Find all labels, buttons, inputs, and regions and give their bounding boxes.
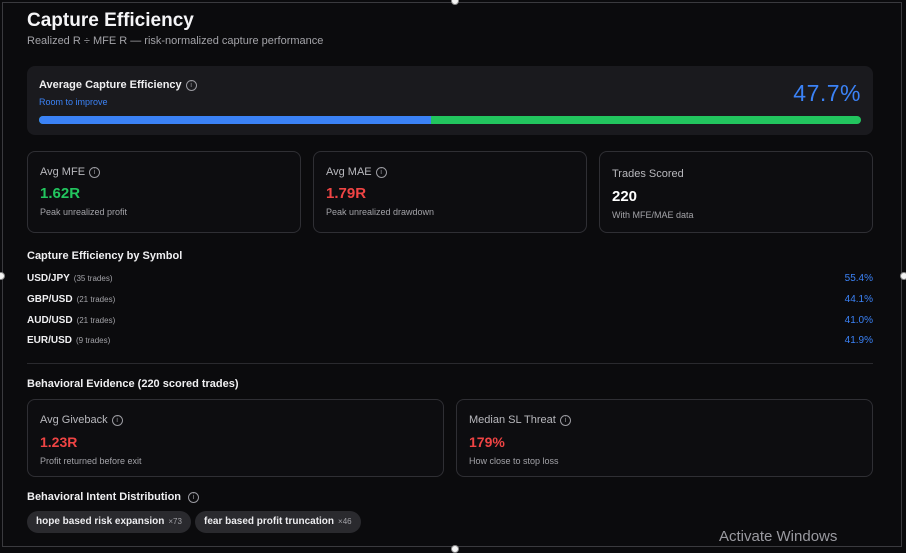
- intent-chip[interactable]: hope based risk expansion ×73: [27, 511, 191, 533]
- intent-chip[interactable]: fear based profit truncation ×46: [195, 511, 361, 533]
- intent-chip-label: fear based profit truncation: [204, 516, 335, 527]
- info-icon[interactable]: i: [111, 415, 123, 426]
- symbol-row: EUR/USD (9 trades) 41.9%: [27, 335, 873, 349]
- stat-card-trades-scored: Trades Scored 220 With MFE/MAE data: [599, 151, 873, 233]
- evidence-card-avg-giveback: Avg Giveback i 1.23R Profit returned befo…: [27, 399, 444, 477]
- evidence-label-text: Median SL Threat: [469, 414, 556, 426]
- symbol-trade-count: (35 trades): [73, 274, 113, 283]
- average-capture-label-text: Average Capture Efficiency: [39, 79, 182, 91]
- resize-handle-bottom[interactable]: [451, 545, 459, 553]
- symbol-name: EUR/USD: [27, 335, 73, 346]
- section-divider: [27, 363, 873, 364]
- average-capture-label: Average Capture Efficiency i: [39, 79, 197, 91]
- stat-value: 1.79R: [326, 185, 367, 202]
- symbol-efficiency: 41.9%: [844, 335, 873, 346]
- info-icon[interactable]: i: [375, 167, 387, 178]
- resize-handle-top[interactable]: [451, 0, 459, 5]
- average-capture-status: Room to improve: [39, 97, 108, 107]
- intent-chip-count: ×73: [168, 517, 182, 526]
- symbol-section-title: Capture Efficiency by Symbol: [27, 250, 183, 262]
- symbol-efficiency: 41.0%: [844, 315, 873, 326]
- symbol-name: USD/JPY: [27, 273, 70, 284]
- intent-chip-count: ×46: [338, 517, 352, 526]
- symbol-name: GBP/USD: [27, 294, 73, 305]
- symbol-efficiency: 44.1%: [844, 294, 873, 305]
- activate-windows-watermark: Activate Windows: [719, 528, 838, 545]
- stat-value: 220: [612, 188, 638, 205]
- evidence-desc: How close to stop loss: [469, 456, 559, 466]
- info-icon[interactable]: i: [188, 492, 200, 503]
- info-icon[interactable]: i: [185, 80, 197, 91]
- symbol-trade-count: (21 trades): [76, 295, 116, 304]
- symbol-trade-count: (21 trades): [76, 316, 116, 325]
- intent-section-title: Behavioral Intent Distribution i: [27, 491, 200, 503]
- evidence-section-title: Behavioral Evidence (220 scored trades): [27, 378, 239, 390]
- evidence-label-text: Avg Giveback: [40, 414, 108, 426]
- stat-label: Avg MAE i: [326, 166, 387, 178]
- symbol-efficiency: 55.4%: [844, 273, 873, 284]
- symbol-row: AUD/USD (21 trades) 41.0%: [27, 315, 873, 329]
- average-capture-card: Average Capture Efficiency i Room to impr…: [27, 66, 873, 135]
- stat-card-avg-mae: Avg MAE i 1.79R Peak unrealized drawdown: [313, 151, 587, 233]
- stat-label-text: Avg MFE: [40, 166, 86, 178]
- stat-label: Avg MFE i: [40, 166, 101, 178]
- info-icon[interactable]: i: [559, 415, 571, 426]
- symbol-name: AUD/USD: [27, 315, 73, 326]
- evidence-value: 179%: [469, 434, 505, 450]
- page-title: Capture Efficiency: [27, 10, 194, 31]
- capture-progress-fill: [39, 116, 432, 124]
- stat-desc: With MFE/MAE data: [612, 210, 694, 220]
- symbol-trade-count: (9 trades): [76, 336, 111, 345]
- evidence-label: Avg Giveback i: [40, 414, 123, 426]
- info-icon[interactable]: i: [89, 167, 101, 178]
- stat-value: 1.62R: [40, 185, 81, 202]
- stat-label-text: Avg MAE: [326, 166, 372, 178]
- average-capture-value: 47.7%: [793, 80, 861, 106]
- evidence-label: Median SL Threat i: [469, 414, 571, 426]
- stat-label: Trades Scored: [612, 168, 684, 180]
- resize-handle-right[interactable]: [900, 272, 906, 280]
- evidence-desc: Profit returned before exit: [40, 456, 142, 466]
- resize-handle-left[interactable]: [0, 272, 5, 280]
- symbol-row: GBP/USD (21 trades) 44.1%: [27, 294, 873, 308]
- capture-progress-bar: [39, 116, 861, 124]
- intent-chip-label: hope based risk expansion: [36, 516, 165, 527]
- stat-card-avg-mfe: Avg MFE i 1.62R Peak unrealized profit: [27, 151, 301, 233]
- evidence-value: 1.23R: [40, 434, 78, 450]
- symbol-row: USD/JPY (35 trades) 55.4%: [27, 273, 873, 287]
- evidence-card-median-sl-threat: Median SL Threat i 179% How close to stop…: [456, 399, 873, 477]
- stat-desc: Peak unrealized profit: [40, 207, 128, 217]
- stat-desc: Peak unrealized drawdown: [326, 207, 435, 217]
- intent-section-title-text: Behavioral Intent Distribution: [27, 491, 182, 503]
- page-subtitle: Realized R ÷ MFE R — risk-normalized cap…: [27, 35, 324, 47]
